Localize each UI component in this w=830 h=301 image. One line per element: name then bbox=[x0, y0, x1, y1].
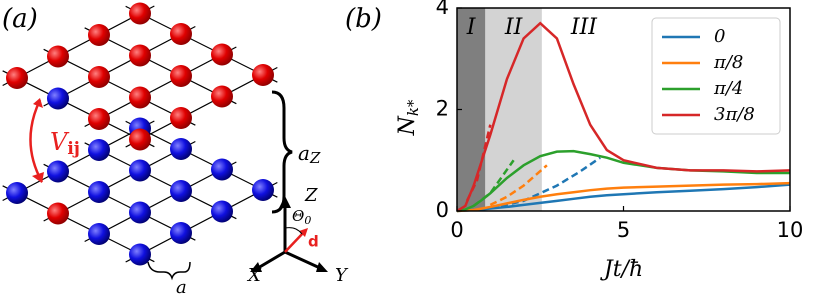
brace bbox=[147, 261, 191, 281]
atom bbox=[211, 85, 233, 108]
atom bbox=[47, 160, 69, 183]
x-tick-label: 10 bbox=[777, 218, 804, 242]
angle-label: Θ0 bbox=[292, 207, 311, 227]
y-tick-label: 0 bbox=[436, 198, 449, 222]
atom bbox=[129, 128, 151, 151]
spacing-label: a bbox=[176, 277, 187, 298]
lattice-bond bbox=[125, 66, 278, 148]
atom bbox=[88, 24, 110, 46]
legend-box bbox=[651, 17, 781, 135]
axis-label: X bbox=[246, 265, 262, 286]
dipole-arrow bbox=[284, 231, 305, 253]
x-axis-label: Jt/ħ bbox=[600, 257, 643, 282]
fit-line bbox=[465, 124, 492, 202]
atom bbox=[129, 243, 151, 266]
atom bbox=[129, 159, 151, 182]
y-axis-subscript: k* bbox=[404, 99, 422, 116]
arrow-head bbox=[32, 98, 44, 183]
atom bbox=[252, 179, 274, 201]
atom bbox=[47, 202, 69, 225]
lattice-bond bbox=[84, 142, 237, 220]
axis-label: Y bbox=[335, 265, 349, 286]
atom bbox=[211, 158, 233, 181]
lattice-bond bbox=[84, 27, 237, 105]
atom bbox=[88, 66, 110, 88]
y-axis-label: Nk* bbox=[395, 99, 422, 136]
atom bbox=[252, 64, 274, 86]
panel-label: (b) bbox=[345, 4, 382, 34]
atom bbox=[129, 44, 151, 67]
lattice-bond bbox=[2, 70, 155, 148]
region-label: II bbox=[504, 15, 524, 40]
x-tick-label: 0 bbox=[450, 218, 463, 242]
lattice-bond bbox=[43, 163, 196, 241]
atom bbox=[88, 223, 110, 245]
angle-subscript: 0 bbox=[304, 214, 311, 227]
coupling-arrow bbox=[29, 99, 44, 183]
atom bbox=[6, 182, 28, 204]
axis-label: Z bbox=[304, 185, 318, 206]
atom bbox=[170, 180, 192, 202]
atom bbox=[88, 139, 110, 161]
y-tick-label: 2 bbox=[436, 97, 449, 121]
lattice-bond bbox=[125, 5, 278, 83]
coupling-label: Vij bbox=[50, 128, 80, 159]
lattice-bond bbox=[43, 140, 196, 222]
lattice-bond bbox=[84, 46, 237, 128]
lattice-bond bbox=[2, 185, 155, 263]
atom bbox=[129, 2, 151, 25]
atom bbox=[47, 45, 69, 68]
coupling-symbol: V bbox=[50, 128, 70, 156]
fit-line bbox=[489, 164, 548, 207]
region-label: I bbox=[466, 15, 477, 40]
coupling-subscript: ij bbox=[67, 139, 80, 159]
atom bbox=[170, 65, 192, 87]
interlayer-subscript: Z bbox=[309, 149, 321, 167]
interlayer-symbol: a bbox=[298, 141, 310, 165]
atom bbox=[88, 181, 110, 203]
region-label: III bbox=[570, 15, 598, 40]
atom bbox=[170, 23, 192, 45]
atom bbox=[170, 107, 192, 129]
legend-label: 0 bbox=[714, 26, 725, 47]
atom bbox=[129, 86, 151, 109]
panel-label: (a) bbox=[2, 4, 38, 34]
lattice-bond bbox=[2, 5, 155, 87]
atom bbox=[6, 67, 28, 89]
atom bbox=[211, 43, 233, 66]
atom bbox=[170, 222, 192, 244]
dipole-label: d bbox=[308, 233, 319, 251]
axis-head bbox=[250, 196, 328, 272]
lattice-bond bbox=[84, 161, 237, 243]
lattice-bond bbox=[125, 181, 278, 263]
lattice-bond bbox=[43, 48, 196, 126]
fit-line bbox=[472, 159, 515, 207]
atom bbox=[211, 200, 233, 223]
legend-label: π/4 bbox=[713, 78, 743, 99]
arrow-head bbox=[299, 228, 308, 237]
atom bbox=[88, 108, 110, 130]
legend-label: 3π/8 bbox=[714, 104, 755, 125]
y-axis-symbol: N bbox=[395, 115, 420, 136]
interlayer-label: aZ bbox=[298, 141, 321, 168]
legend-label: π/8 bbox=[713, 52, 743, 73]
coordinate-axes bbox=[257, 206, 321, 270]
atom bbox=[129, 201, 151, 224]
y-tick-label: 4 bbox=[436, 0, 449, 19]
angle-symbol: Θ bbox=[292, 207, 304, 225]
angle-arc bbox=[284, 227, 303, 235]
line-series bbox=[456, 181, 791, 213]
brace bbox=[271, 90, 293, 214]
lattice-diagram bbox=[2, 2, 278, 266]
lattice-bond bbox=[43, 25, 196, 107]
atom bbox=[47, 87, 69, 110]
atom bbox=[170, 138, 192, 160]
x-tick-label: 5 bbox=[617, 218, 630, 242]
